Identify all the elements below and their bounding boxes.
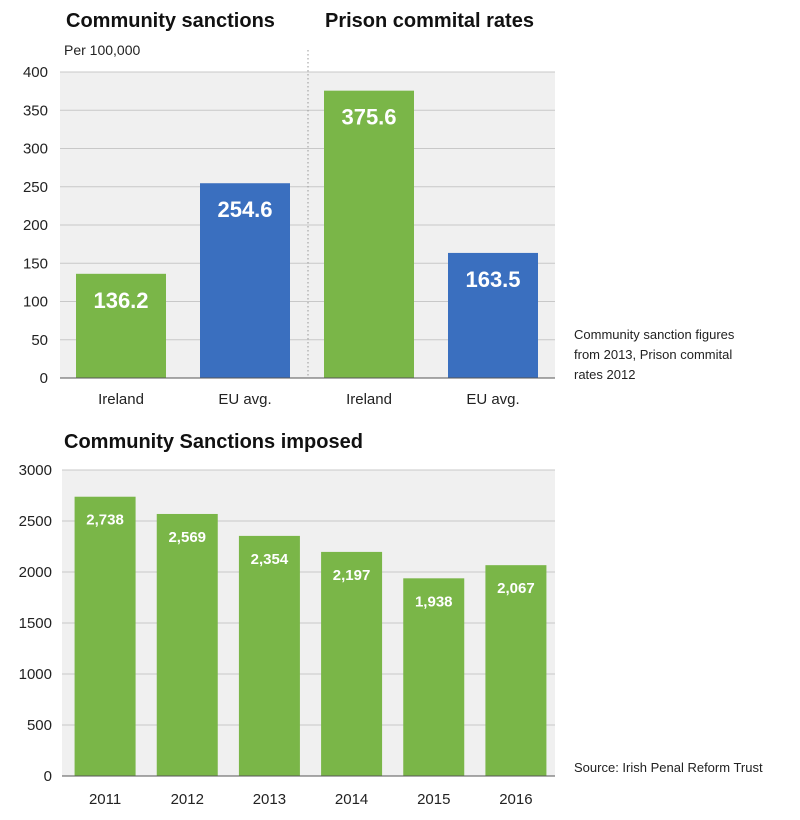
top-y-tick-label: 300 <box>23 141 48 158</box>
year-label: 2013 <box>253 791 286 808</box>
footnote-line-2: from 2013, Prison commital <box>574 347 732 362</box>
category-label: EU avg. <box>218 391 271 408</box>
bottom-y-tick-label: 0 <box>44 768 52 785</box>
chart-title-community-sanctions: Community sanctions <box>66 10 275 32</box>
bar-value-label: 2,569 <box>168 529 206 546</box>
bar-value-label: 163.5 <box>465 267 520 292</box>
bar-2016 <box>485 565 547 776</box>
bar-2014 <box>321 551 383 776</box>
top-y-tick-label: 100 <box>23 294 48 311</box>
footnote-line-1: Community sanction figures <box>574 327 735 342</box>
bar-2011 <box>74 496 136 776</box>
top-y-tick-label: 200 <box>23 217 48 234</box>
top-y-tick-label: 400 <box>23 64 48 81</box>
category-label: Ireland <box>98 391 144 408</box>
top-y-tick-label: 0 <box>40 370 48 387</box>
bar-value-label: 2,354 <box>251 551 289 568</box>
footnote-line-3: rates 2012 <box>574 367 635 382</box>
year-label: 2015 <box>417 791 450 808</box>
year-label: 2011 <box>89 791 121 808</box>
bar-ireland <box>324 90 414 378</box>
bottom-y-tick-label: 1000 <box>19 666 52 683</box>
bottom-bar-chart: 0 500 1000 1500 2000 2500 3000 2,738 2011 2,569 20… <box>19 462 555 808</box>
bar-value-label: 136.2 <box>93 288 148 313</box>
category-label: EU avg. <box>466 391 519 408</box>
bar-ireland <box>76 273 166 378</box>
top-y-tick-label: 350 <box>23 102 48 119</box>
bottom-y-tick-label: 3000 <box>19 462 52 479</box>
year-label: 2014 <box>335 791 368 808</box>
bottom-y-tick-label: 1500 <box>19 615 52 632</box>
year-label: 2016 <box>499 791 532 808</box>
chart-title-prison-commital-rates: Prison commital rates <box>325 10 534 32</box>
footnote: Community sanction figures from 2013, Pr… <box>574 327 735 382</box>
bar-2015 <box>403 578 465 776</box>
bar-value-label: 2,067 <box>497 580 535 597</box>
top-y-tick-label: 250 <box>23 179 48 196</box>
top-bar-chart: 0 50 100 150 200 250 300 350 400 136.2 Ireland 254.… <box>23 50 555 408</box>
bar-value-label: 375.6 <box>341 105 396 130</box>
top-y-tick-label: 150 <box>23 255 48 272</box>
bar-value-label: 1,938 <box>415 593 453 610</box>
chart-title-community-sanctions-imposed: Community Sanctions imposed <box>64 431 363 453</box>
bar-value-label: 2,738 <box>86 512 124 529</box>
top-y-tick-label: 50 <box>31 332 48 349</box>
bar-eu-avg <box>200 183 290 378</box>
source-note: Source: Irish Penal Reform Trust <box>574 760 763 775</box>
bar-value-label: 254.6 <box>217 197 272 222</box>
y-axis-unit-label: Per 100,000 <box>64 42 140 58</box>
bar-2013 <box>238 535 300 776</box>
bar-2012 <box>156 513 218 776</box>
bottom-y-tick-label: 500 <box>27 717 52 734</box>
bar-value-label: 2,197 <box>333 567 371 584</box>
bottom-y-tick-label: 2000 <box>19 564 52 581</box>
category-label: Ireland <box>346 391 392 408</box>
bottom-y-tick-label: 2500 <box>19 513 52 530</box>
year-label: 2012 <box>171 791 204 808</box>
bar-eu-avg <box>448 252 538 378</box>
